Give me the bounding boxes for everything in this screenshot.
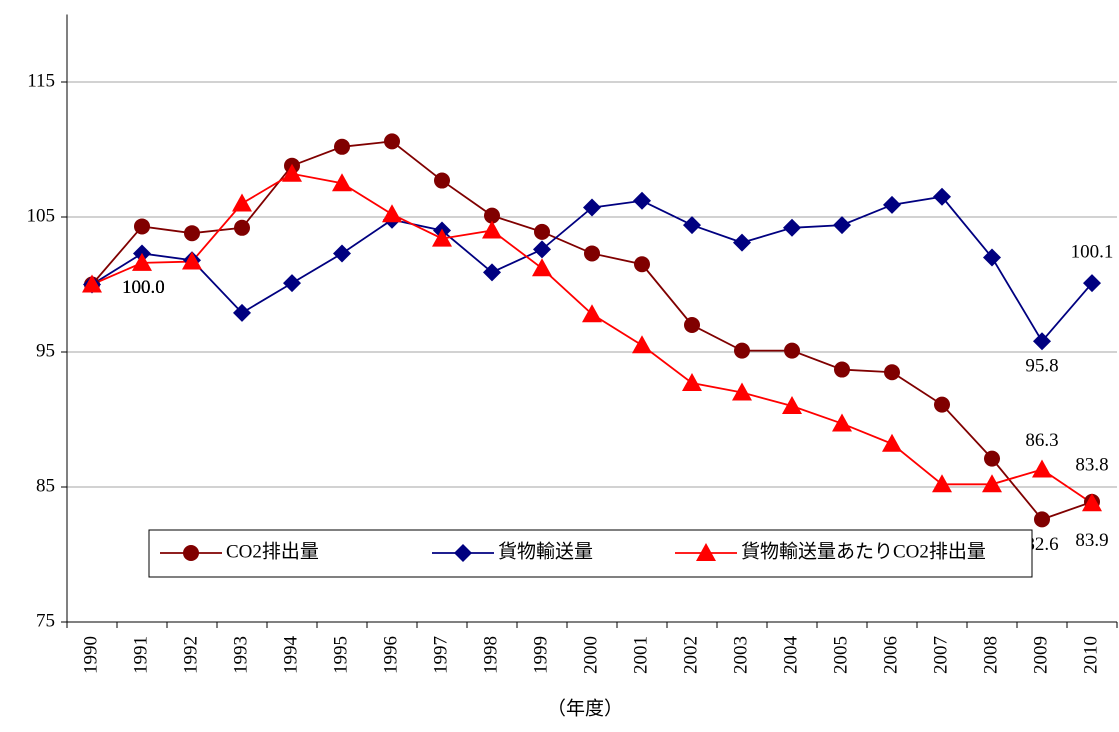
point (934, 396, 950, 413)
point (1034, 511, 1050, 528)
point (884, 364, 900, 381)
x-tick-label: 2003 (730, 636, 751, 674)
x-tick-label: 2004 (780, 636, 801, 675)
point (634, 256, 650, 273)
point (933, 187, 951, 206)
point (732, 382, 752, 401)
point (282, 163, 302, 182)
point (632, 335, 652, 354)
point (454, 544, 472, 562)
x-axis-label: （年度） (547, 697, 623, 719)
point (182, 251, 202, 270)
point (633, 191, 651, 210)
data-label: 83.9 (1075, 530, 1108, 551)
point (584, 245, 600, 262)
point (1032, 459, 1052, 478)
data-label: 100.0 (122, 277, 165, 298)
x-tick-label: 1993 (230, 636, 251, 674)
point (1033, 332, 1051, 351)
point (334, 138, 350, 155)
data-label: 82.6 (1025, 534, 1058, 555)
y-tick-label: 75 (36, 610, 55, 631)
x-tick-label: 1999 (530, 636, 551, 674)
x-tick-label: 2007 (930, 636, 951, 674)
point (696, 543, 716, 561)
point (733, 233, 751, 252)
y-tick-label: 115 (27, 70, 55, 91)
point (734, 342, 750, 359)
point (332, 173, 352, 192)
point (684, 317, 700, 333)
point (232, 193, 252, 212)
x-tick-label: 2001 (630, 636, 651, 674)
data-label: 100.0 (122, 277, 165, 298)
data-label: 100.1 (1071, 242, 1114, 263)
point (583, 198, 601, 217)
y-tick-label: 95 (36, 340, 55, 361)
x-tick-label: 1997 (430, 636, 451, 674)
legend-label: 貨物輸送量あたりCO2排出量 (741, 540, 986, 562)
point (784, 342, 800, 359)
x-tick-label: 1998 (480, 636, 501, 674)
point (532, 258, 552, 277)
x-tick-label: 1994 (280, 636, 301, 675)
x-tick-label: 1990 (80, 636, 101, 674)
point (183, 545, 199, 561)
point (184, 225, 200, 242)
point (982, 474, 1002, 493)
point (832, 413, 852, 432)
point (682, 373, 702, 392)
x-tick-label: 1995 (330, 636, 351, 674)
point (782, 396, 802, 414)
x-tick-label: 2006 (880, 636, 901, 674)
point (333, 244, 351, 263)
point (582, 304, 602, 323)
legend-label: 貨物輸送量 (498, 540, 593, 562)
data-label: 86.3 (1025, 430, 1058, 451)
y-tick-label: 85 (36, 475, 55, 496)
point (234, 219, 250, 236)
point (783, 218, 801, 237)
point (984, 450, 1000, 467)
point (432, 228, 452, 247)
point (134, 218, 150, 235)
data-label: 95.8 (1025, 356, 1058, 377)
point (233, 303, 251, 322)
point (384, 133, 400, 150)
legend-box (148, 529, 1033, 578)
legend-label: CO2排出量 (226, 540, 319, 562)
x-tick-label: 1992 (180, 636, 201, 674)
point (132, 252, 152, 271)
point (534, 223, 550, 240)
point (382, 204, 402, 223)
x-tick-label: 1991 (130, 636, 151, 674)
point (483, 263, 501, 282)
point (883, 195, 901, 214)
data-label: 100.0 (122, 277, 165, 298)
point (833, 216, 851, 235)
point (283, 274, 301, 293)
x-tick-label: 2000 (580, 636, 601, 674)
point (983, 248, 1001, 267)
point (1083, 274, 1101, 293)
point (834, 361, 850, 378)
point (434, 172, 450, 189)
y-tick-label: 105 (27, 205, 56, 226)
point (482, 220, 502, 239)
point (882, 433, 902, 452)
x-tick-label: 2008 (980, 636, 1001, 674)
x-tick-label: 2002 (680, 636, 701, 674)
point (1082, 493, 1102, 512)
point (683, 216, 701, 235)
x-tick-label: 2005 (830, 636, 851, 674)
x-tick-label: 2010 (1080, 636, 1101, 674)
point (82, 274, 102, 293)
point (533, 240, 551, 259)
point (932, 474, 952, 493)
x-tick-label: 2009 (1030, 636, 1051, 674)
x-tick-label: 1996 (380, 636, 401, 674)
data-label: 83.8 (1075, 455, 1108, 476)
point (484, 207, 500, 224)
